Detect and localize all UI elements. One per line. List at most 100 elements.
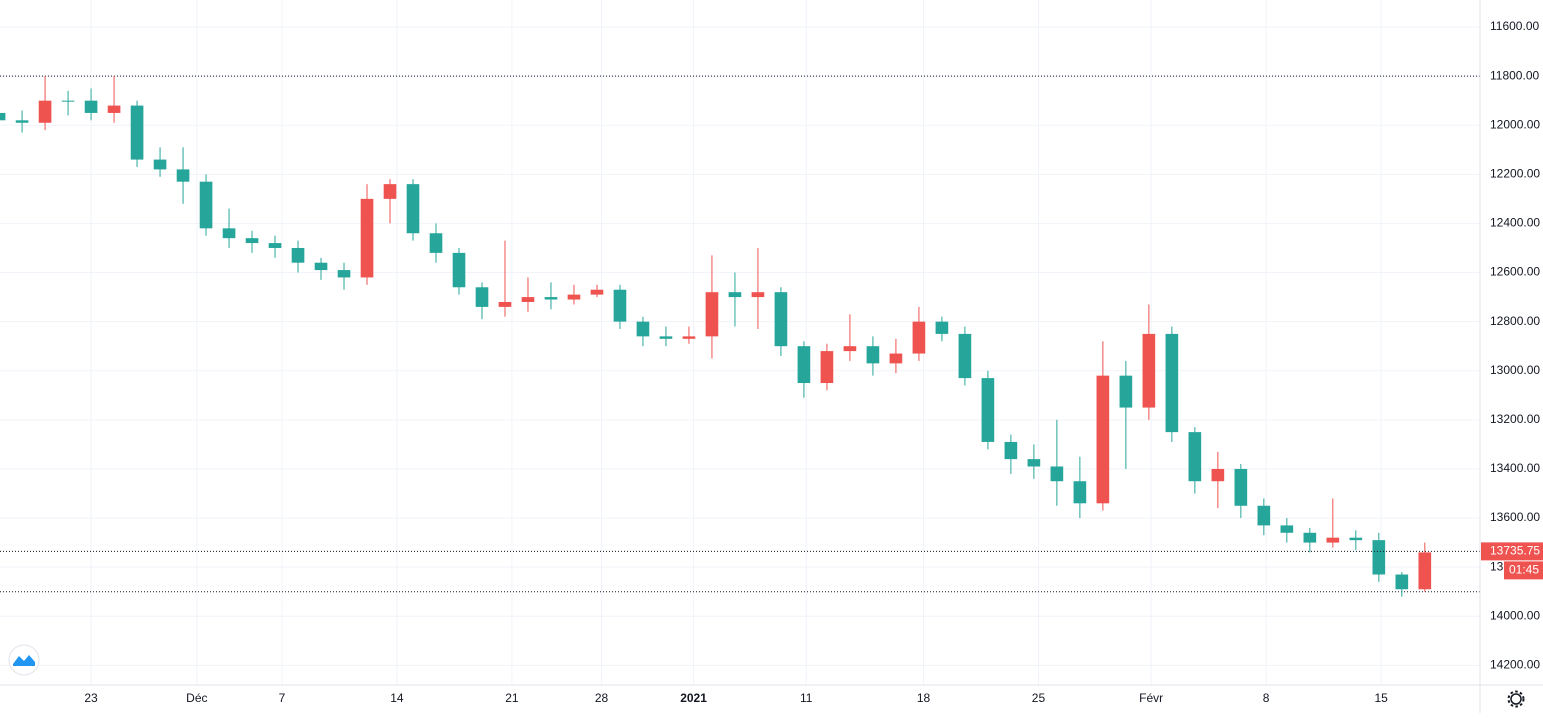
candle-body [797, 346, 811, 384]
candle-body [1372, 540, 1386, 575]
candle-body [774, 292, 788, 347]
candle-body [1257, 505, 1271, 526]
candle-body [1165, 333, 1179, 433]
x-tick-label: 23 [84, 691, 98, 705]
candle-body [889, 353, 903, 364]
candle-body [1211, 468, 1225, 482]
candle-body [314, 262, 328, 271]
candle-body [153, 159, 167, 170]
x-tick-label: Déc [186, 691, 207, 705]
last-price-box [1481, 542, 1543, 561]
candle-body [1142, 333, 1156, 408]
countdown-box [1504, 561, 1543, 580]
x-tick-label: 21 [505, 691, 519, 705]
x-tick-label: 15 [1374, 691, 1388, 705]
y-tick-label: 13000.00 [1490, 363, 1540, 377]
y-tick-label: 12400.00 [1490, 216, 1540, 230]
settings-icon[interactable] [1510, 693, 1522, 705]
candle-body [636, 321, 650, 337]
settings-icon-teeth[interactable] [1507, 690, 1525, 708]
logo-icon[interactable] [13, 655, 35, 666]
candle-body [659, 336, 673, 339]
y-tick-label: 12600.00 [1490, 265, 1540, 279]
candle-body [521, 297, 535, 302]
candle-body [1027, 459, 1041, 467]
candle-body [1050, 466, 1064, 482]
y-tick-label: 11600.00 [1490, 19, 1539, 33]
candle-body [1119, 375, 1133, 408]
candle-body [429, 233, 443, 253]
candle-body [1395, 574, 1409, 590]
candle-body [360, 198, 374, 278]
logo[interactable] [8, 644, 40, 676]
candle-body [567, 294, 581, 300]
candle-body [452, 252, 466, 288]
x-tick-label: Févr [1139, 691, 1163, 705]
y-tick-label: 14000.00 [1490, 608, 1540, 622]
candle-body [268, 243, 282, 248]
candle-body [15, 120, 29, 123]
candle-body [498, 301, 512, 307]
candle-body [1418, 552, 1432, 590]
candle-body [935, 321, 949, 334]
candle-body [705, 292, 719, 337]
candle-body [912, 321, 926, 354]
candle-body [383, 184, 397, 199]
candle-body [682, 336, 696, 339]
candle-body [222, 228, 236, 239]
x-tick-label: 28 [595, 691, 609, 705]
y-tick-label: 13200.00 [1490, 412, 1540, 426]
candle-body [1004, 441, 1018, 460]
candle-body [1234, 468, 1248, 506]
candle-body [61, 100, 75, 102]
candle-body [1349, 537, 1363, 541]
candle-body [406, 184, 420, 234]
candle-body [337, 270, 351, 278]
candle-body [475, 287, 489, 307]
settings-button[interactable] [1507, 690, 1525, 708]
x-tick-label: 8 [1263, 691, 1270, 705]
candle-body [130, 105, 144, 160]
x-tick-label: 11 [800, 691, 813, 705]
y-tick-label: 12800.00 [1490, 314, 1540, 328]
candle-body [0, 112, 6, 121]
x-tick-label: 14 [390, 691, 404, 705]
x-tick-label: 7 [279, 691, 286, 705]
candle-body [751, 292, 765, 298]
candle-body [820, 351, 834, 384]
x-tick-label: 18 [917, 691, 931, 705]
candle-body [958, 333, 972, 379]
countdown-label: 01:45 [1509, 563, 1539, 577]
candle-body [1326, 537, 1340, 543]
candle-body [1096, 375, 1110, 504]
y-tick-label: 13600.00 [1490, 510, 1540, 524]
candle-body [1188, 432, 1202, 482]
candle-body [38, 100, 52, 123]
y-tick-label: 14200.00 [1490, 658, 1540, 672]
candle-body [107, 105, 121, 113]
candle-body [866, 346, 880, 364]
y-tick-label: 11800.00 [1490, 68, 1539, 82]
candle-body [291, 247, 305, 263]
candle-body [544, 297, 558, 300]
candle-body [1073, 481, 1087, 504]
candle-body [176, 169, 190, 182]
logo-circle[interactable] [8, 644, 40, 676]
axes: 11600.00 11800.00 12000.00 12200.00 12400.00… [84, 19, 1543, 705]
candle-body [590, 289, 604, 295]
candle-body [728, 292, 742, 298]
candle-body [199, 181, 213, 229]
y-tick-label: 13400.00 [1490, 461, 1540, 475]
candle-body [613, 289, 627, 322]
x-tick-label: 2021 [680, 691, 707, 705]
candle-body [245, 238, 259, 244]
y-tick-label: 12200.00 [1490, 166, 1540, 180]
plot [0, 75, 1480, 597]
candle-body [843, 346, 857, 352]
candle-body [981, 378, 995, 442]
y-tick-label: 12000.00 [1490, 117, 1540, 131]
candle-body [84, 100, 98, 113]
last-price-label: 13735.75 [1490, 544, 1540, 558]
